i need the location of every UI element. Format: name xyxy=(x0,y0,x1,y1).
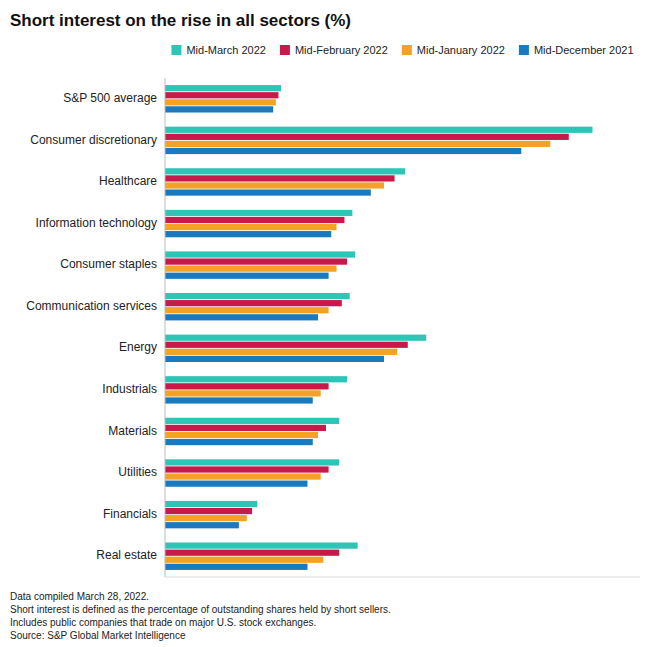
legend-label: Mid-February 2022 xyxy=(295,44,388,56)
bar xyxy=(165,175,395,181)
bar xyxy=(165,300,342,306)
bar xyxy=(165,314,318,320)
legend-swatch xyxy=(519,45,529,55)
y-axis: S&P 500 average Consumer discretionary Hea… xyxy=(26,91,157,562)
legend-swatch xyxy=(402,45,412,55)
y-tick-label: S&P 500 average xyxy=(63,91,157,105)
bar xyxy=(165,432,318,438)
bars xyxy=(165,85,593,570)
bar xyxy=(165,508,252,514)
bar xyxy=(165,515,247,521)
bar xyxy=(165,501,257,507)
bar xyxy=(165,459,339,465)
bar xyxy=(165,342,408,348)
bar xyxy=(165,550,339,556)
y-tick-label: Real estate xyxy=(96,548,157,562)
y-tick-label: Consumer discretionary xyxy=(30,133,157,147)
bar xyxy=(165,224,337,230)
bar xyxy=(165,564,308,570)
bar xyxy=(165,522,239,528)
footnote-line: Includes public companies that trade on … xyxy=(10,617,316,628)
footnote-line: Source: S&P Global Market Intelligence xyxy=(10,630,186,641)
bar xyxy=(165,85,281,91)
legend-label: Mid-March 2022 xyxy=(186,44,265,56)
footnote-line: Short interest is defined as the percent… xyxy=(10,604,391,615)
bar xyxy=(165,439,313,445)
legend: Mid-March 2022 Mid-February 2022 Mid-Janua… xyxy=(171,44,633,56)
bar xyxy=(165,473,321,479)
bar xyxy=(165,481,308,487)
bar xyxy=(165,349,397,355)
legend-label: Mid-January 2022 xyxy=(417,44,505,56)
bar xyxy=(165,127,593,133)
footnote-line: Data compiled March 28, 2022. xyxy=(10,591,149,602)
bar xyxy=(165,335,426,341)
bar xyxy=(165,217,344,223)
bar xyxy=(165,106,273,112)
x-axis-line xyxy=(165,577,640,578)
bar xyxy=(165,251,355,257)
bar xyxy=(165,189,371,195)
y-tick-label: Utilities xyxy=(118,465,157,479)
bar xyxy=(165,266,337,272)
bar xyxy=(165,168,405,174)
y-tick-label: Energy xyxy=(119,340,157,354)
bar xyxy=(165,390,321,396)
bar xyxy=(165,273,329,279)
bar xyxy=(165,141,550,147)
bar xyxy=(165,466,329,472)
y-tick-label: Industrials xyxy=(102,382,157,396)
baseline xyxy=(165,78,166,577)
bar xyxy=(165,557,323,563)
bar xyxy=(165,383,329,389)
bar xyxy=(165,418,339,424)
bar xyxy=(165,231,331,237)
legend-swatch xyxy=(280,45,290,55)
y-tick-label: Healthcare xyxy=(99,174,157,188)
bar xyxy=(165,99,276,105)
bar xyxy=(165,134,569,140)
bar xyxy=(165,293,350,299)
bar xyxy=(165,92,278,98)
y-tick-label: Information technology xyxy=(36,216,157,230)
bar xyxy=(165,376,347,382)
legend-swatch xyxy=(171,45,181,55)
y-tick-label: Materials xyxy=(108,424,157,438)
title: Short interest on the rise in all sector… xyxy=(10,11,351,30)
bar xyxy=(165,397,313,403)
footnote: Data compiled March 28, 2022. Short inter… xyxy=(10,591,391,641)
legend-label: Mid-December 2021 xyxy=(534,44,634,56)
bar xyxy=(165,258,347,264)
bar xyxy=(165,542,358,548)
bar xyxy=(165,356,384,362)
bar xyxy=(165,210,352,216)
y-tick-label: Communication services xyxy=(26,299,157,313)
bar xyxy=(165,307,329,313)
bar xyxy=(165,425,326,431)
y-tick-label: Financials xyxy=(103,507,157,521)
chart: Short interest on the rise in all sector… xyxy=(0,0,660,647)
bar xyxy=(165,182,384,188)
bar xyxy=(165,148,521,154)
y-tick-label: Consumer staples xyxy=(60,257,157,271)
